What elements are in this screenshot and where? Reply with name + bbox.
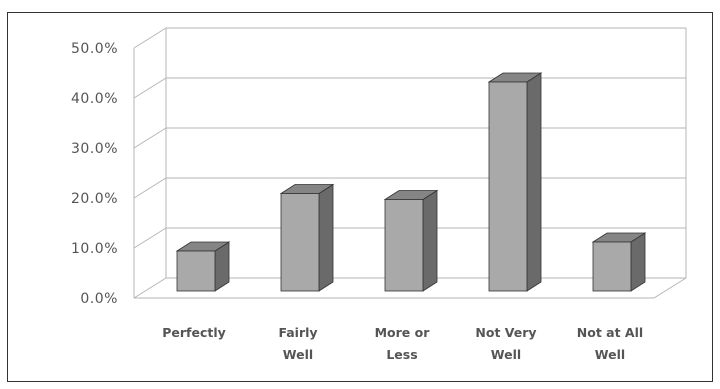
category-label: Well <box>491 347 521 362</box>
category-label: Less <box>386 347 417 362</box>
gridline-diagonal <box>133 177 167 199</box>
gridline-diagonal <box>133 277 167 299</box>
gridline-diagonal <box>133 77 167 99</box>
category-label: Perfectly <box>162 325 226 340</box>
bar <box>591 232 647 292</box>
bar-side <box>422 189 438 292</box>
category-label: Well <box>595 347 625 362</box>
floor-edge <box>134 277 687 299</box>
bar <box>175 241 231 292</box>
bar-front <box>592 241 632 292</box>
y-tick-label: 10.0% <box>71 241 118 257</box>
chart-frame <box>7 12 713 382</box>
bar-side <box>526 72 542 292</box>
category-label: Well <box>283 347 313 362</box>
bar-front <box>176 250 216 292</box>
y-tick-label: 40.0% <box>71 91 118 107</box>
y-tick-label: 50.0% <box>71 41 118 57</box>
axis-layer <box>133 28 687 299</box>
bar-front <box>280 193 320 292</box>
bar <box>279 183 335 292</box>
bar-front <box>488 81 528 292</box>
y-tick-label: 20.0% <box>71 191 118 207</box>
category-label: Fairly <box>278 325 317 340</box>
y-tick-label: 30.0% <box>71 141 118 157</box>
gridline-diagonal <box>133 27 167 49</box>
y-tick-label: 0.0% <box>80 291 118 307</box>
bar-side <box>318 183 334 292</box>
bar-front <box>384 199 424 292</box>
gridline-diagonal <box>133 227 167 249</box>
bar <box>383 189 439 292</box>
category-label: Not at All <box>577 325 643 340</box>
bar <box>487 72 543 292</box>
bar-side <box>630 232 646 292</box>
category-label: More or <box>375 325 431 340</box>
labels-layer: 0.0% 10.0% 20.0% 30.0% 40.0% 50.0% Perfectly Fa… <box>71 41 643 362</box>
category-label: Not Very <box>475 325 536 340</box>
gridline-diagonal <box>133 127 167 149</box>
bars-layer <box>175 72 647 292</box>
grid-layer <box>133 27 687 299</box>
